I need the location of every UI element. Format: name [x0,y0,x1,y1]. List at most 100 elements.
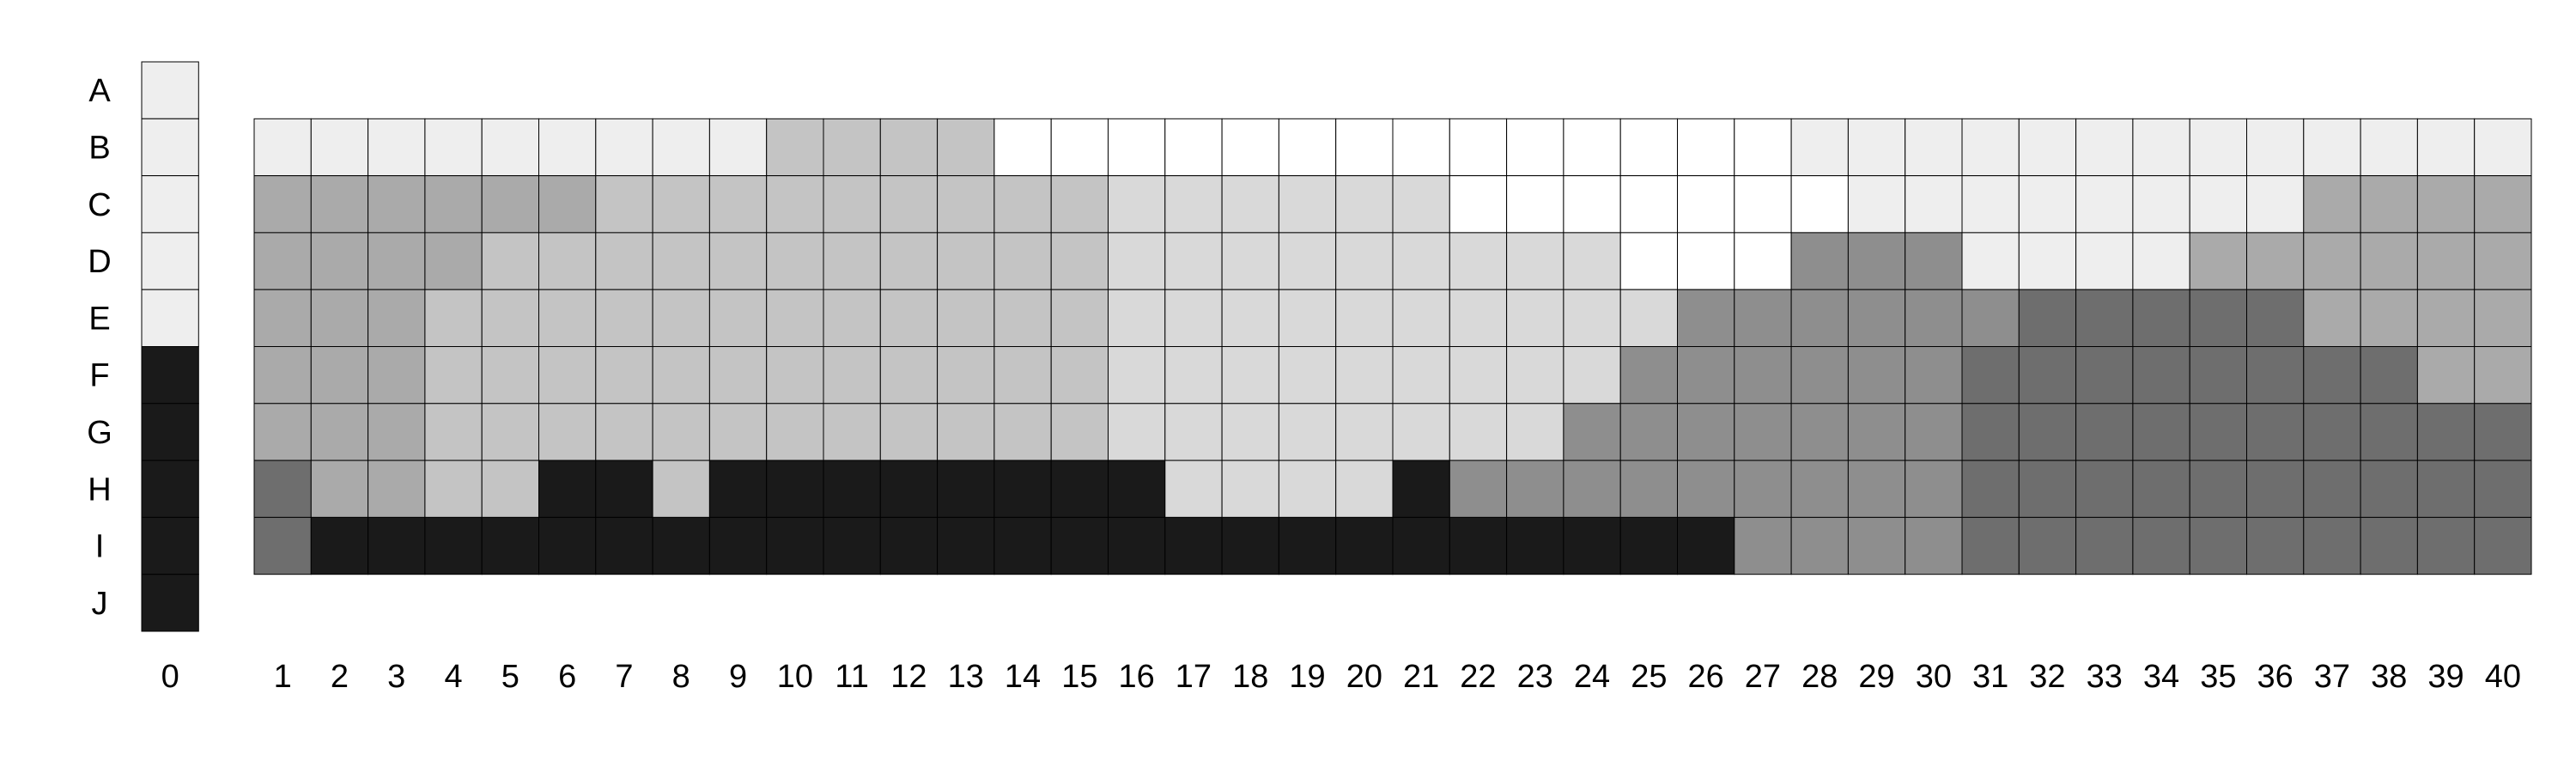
col-label-17: 17 [1176,659,1212,695]
cell-F-5 [481,346,540,405]
cell-G-10 [766,403,824,461]
cell-F-26 [1677,346,1735,405]
cell-E-4 [424,289,483,348]
cell-E-18 [1221,289,1279,348]
cell-G-39 [2416,403,2476,461]
cell-I-17 [1164,516,1223,575]
cell-C-28 [1790,175,1849,234]
cell-H-40 [2474,460,2532,518]
col-label-3: 3 [387,659,405,695]
col-label-24: 24 [1574,659,1610,695]
cell-G-30 [1905,403,1963,461]
cell-I-15 [1050,516,1109,575]
cell-C-19 [1278,175,1337,234]
col-label-23: 23 [1517,659,1553,695]
cell-B-11 [823,118,881,177]
col-label-4: 4 [444,659,462,695]
cell-E-10 [766,289,824,348]
cell-E-28 [1790,289,1849,348]
cell-C-10 [766,175,824,234]
cell-B-26 [1677,118,1735,177]
cell-B-33 [2075,118,2134,177]
cell-F-13 [937,346,995,405]
cell-H-2 [310,460,369,518]
cell-C-38 [2360,175,2418,234]
col-label-25: 25 [1631,659,1667,695]
cell-B-24 [1563,118,1621,177]
col-label-34: 34 [2143,659,2179,695]
cell-C-1 [253,175,312,234]
cell-I-39 [2416,516,2476,575]
cell-G-22 [1449,403,1508,461]
cell-H-19 [1278,460,1337,518]
cell-C-13 [937,175,995,234]
cell-E-33 [2075,289,2134,348]
cell-B-22 [1449,118,1508,177]
cell-H-25 [1619,460,1678,518]
cell-C-20 [1335,175,1394,234]
cell-H-35 [2189,460,2247,518]
cell-G-20 [1335,403,1394,461]
cell-B-20 [1335,118,1394,177]
cell-B-3 [368,118,426,177]
cell-F-12 [879,346,939,405]
cell-B-19 [1278,118,1337,177]
cell-I-22 [1449,516,1508,575]
heatmap-grid [253,118,2532,575]
cell-F-32 [2018,346,2077,405]
cell-F-16 [1108,346,1166,405]
col-label-39: 39 [2427,659,2464,695]
col-label-30: 30 [1916,659,1952,695]
cell-B-10 [766,118,824,177]
cell-F-33 [2075,346,2134,405]
cell-H-30 [1905,460,1963,518]
cell-D-7 [595,232,653,290]
cell-G-21 [1392,403,1450,461]
cell-G-37 [2303,403,2361,461]
cell-C-24 [1563,175,1621,234]
cell-I-2 [310,516,369,575]
cell-F-24 [1563,346,1621,405]
cell-C-4 [424,175,483,234]
col-label-16: 16 [1119,659,1155,695]
cell-E-34 [2132,289,2190,348]
legend-column [141,61,199,632]
cell-F-8 [652,346,710,405]
cell-C-15 [1050,175,1109,234]
col-label-14: 14 [1005,659,1041,695]
cell-B-6 [538,118,597,177]
cell-E-27 [1734,289,1792,348]
cell-C-23 [1506,175,1564,234]
cell-C-14 [993,175,1052,234]
cell-H-38 [2360,460,2418,518]
col-label-18: 18 [1232,659,1268,695]
cell-E-30 [1905,289,1963,348]
cell-E-21 [1392,289,1450,348]
cell-F-30 [1905,346,1963,405]
cell-G-19 [1278,403,1337,461]
cell-F-29 [1847,346,1906,405]
col-label-26: 26 [1688,659,1724,695]
col-label-10: 10 [777,659,813,695]
cell-C-2 [310,175,369,234]
col-label-37: 37 [2314,659,2350,695]
cell-D-4 [424,232,483,290]
row-label-B: B [88,130,110,166]
cell-F-3 [368,346,426,405]
cell-B-5 [481,118,540,177]
cell-H-17 [1164,460,1223,518]
cell-E-29 [1847,289,1906,348]
row-label-H: H [88,472,111,508]
cell-G-26 [1677,403,1735,461]
cell-B-18 [1221,118,1279,177]
cell-F-1 [253,346,312,405]
cell-D-20 [1335,232,1394,290]
cell-F-23 [1506,346,1564,405]
legend-cell-E [141,289,199,348]
cell-C-25 [1619,175,1678,234]
cell-C-18 [1221,175,1279,234]
cell-E-24 [1563,289,1621,348]
cell-I-38 [2360,516,2418,575]
cell-I-20 [1335,516,1394,575]
cell-G-1 [253,403,312,461]
